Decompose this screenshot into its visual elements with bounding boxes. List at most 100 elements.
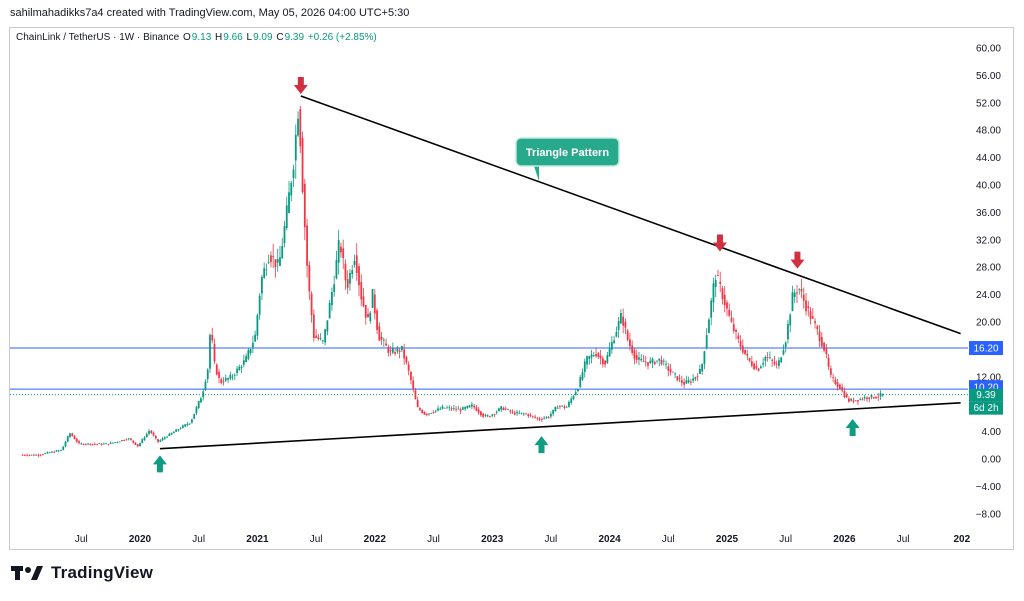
- candle-body: [130, 438, 132, 441]
- tradingview-logo[interactable]: TradingView: [11, 563, 153, 583]
- candle-body: [577, 389, 579, 392]
- candle-body: [351, 270, 354, 275]
- candle: [773, 356, 776, 366]
- candle-body: [489, 416, 491, 417]
- candle-body: [272, 256, 275, 257]
- candle: [737, 332, 740, 344]
- candle-body: [378, 326, 381, 341]
- candle: [364, 305, 367, 325]
- chart-frame: [9, 27, 1014, 550]
- candle-body: [448, 407, 451, 409]
- candle-body: [344, 263, 347, 281]
- candle: [644, 355, 647, 367]
- candle: [416, 396, 419, 408]
- candle: [181, 424, 184, 429]
- candle: [527, 413, 530, 418]
- candle: [870, 394, 873, 400]
- candle: [37, 453, 40, 458]
- candle: [32, 453, 35, 456]
- low-value: 9.09: [253, 32, 273, 43]
- candle-body: [107, 443, 110, 445]
- candle-body: [125, 439, 128, 441]
- candle-body: [881, 393, 884, 396]
- candle: [872, 396, 875, 400]
- candle-body: [32, 454, 35, 456]
- candle: [816, 324, 819, 335]
- candle: [200, 396, 202, 403]
- candle-body: [534, 416, 536, 418]
- y-tick-label: 60.00: [976, 44, 1001, 55]
- candle-body: [177, 429, 180, 431]
- candle-body: [308, 265, 311, 292]
- candle: [385, 338, 387, 346]
- candle: [231, 373, 234, 381]
- candle-body: [653, 361, 656, 365]
- candle-body: [93, 443, 96, 445]
- candle-body: [459, 409, 462, 412]
- candle: [656, 360, 658, 364]
- candle: [649, 356, 652, 365]
- x-tick-label: Jul: [427, 534, 440, 545]
- candle-body: [789, 314, 792, 326]
- candle-body: [89, 443, 92, 445]
- candle: [312, 309, 315, 342]
- candle-body: [376, 310, 378, 330]
- candle-body: [674, 373, 676, 375]
- candle-body: [387, 346, 390, 354]
- candle: [154, 435, 157, 440]
- candle: [827, 353, 830, 371]
- candle: [294, 124, 297, 179]
- price-label-box: [969, 341, 1003, 356]
- candle-body: [579, 377, 582, 388]
- candle-body: [215, 364, 218, 375]
- candle: [396, 346, 399, 355]
- candle-body: [875, 396, 877, 399]
- candle-body: [613, 340, 616, 344]
- candle: [283, 220, 286, 248]
- candle: [324, 328, 327, 346]
- candle: [301, 131, 304, 194]
- candle-body: [782, 350, 785, 355]
- y-tick-label: 44.00: [976, 153, 1001, 164]
- candle-body: [550, 413, 552, 417]
- candle: [836, 378, 839, 391]
- candle-body: [132, 440, 135, 443]
- candle: [748, 357, 751, 363]
- candle-body: [671, 371, 674, 373]
- candle: [407, 361, 410, 376]
- candle: [373, 289, 376, 320]
- candle: [843, 387, 846, 399]
- candle-body: [739, 341, 742, 347]
- candle: [796, 284, 798, 304]
- candle-body: [800, 289, 803, 292]
- candle-body: [656, 360, 658, 362]
- down-arrow-icon: [712, 234, 727, 252]
- candle: [712, 277, 715, 313]
- candle: [723, 286, 726, 313]
- candle: [254, 330, 257, 342]
- candle: [195, 405, 198, 416]
- candle-body: [346, 279, 349, 288]
- candle: [100, 442, 103, 446]
- candle: [829, 365, 832, 378]
- candle-body: [396, 348, 399, 352]
- candle: [69, 432, 71, 439]
- candle-body: [204, 381, 207, 390]
- symbol-name[interactable]: ChainLink / TetherUS · 1W · Binance: [16, 32, 180, 43]
- candle: [437, 405, 439, 412]
- candle: [299, 106, 302, 154]
- candle: [394, 347, 397, 356]
- candle-body: [168, 433, 171, 436]
- candle: [279, 245, 281, 267]
- candle-body: [689, 381, 692, 383]
- candle: [791, 285, 794, 312]
- candle: [421, 408, 424, 414]
- candle-body: [563, 406, 566, 408]
- candle-body: [141, 439, 144, 443]
- candle-body: [581, 372, 584, 380]
- candle: [51, 451, 53, 454]
- candle-body: [694, 377, 697, 379]
- candle-body: [588, 356, 591, 360]
- candle-body: [857, 400, 859, 402]
